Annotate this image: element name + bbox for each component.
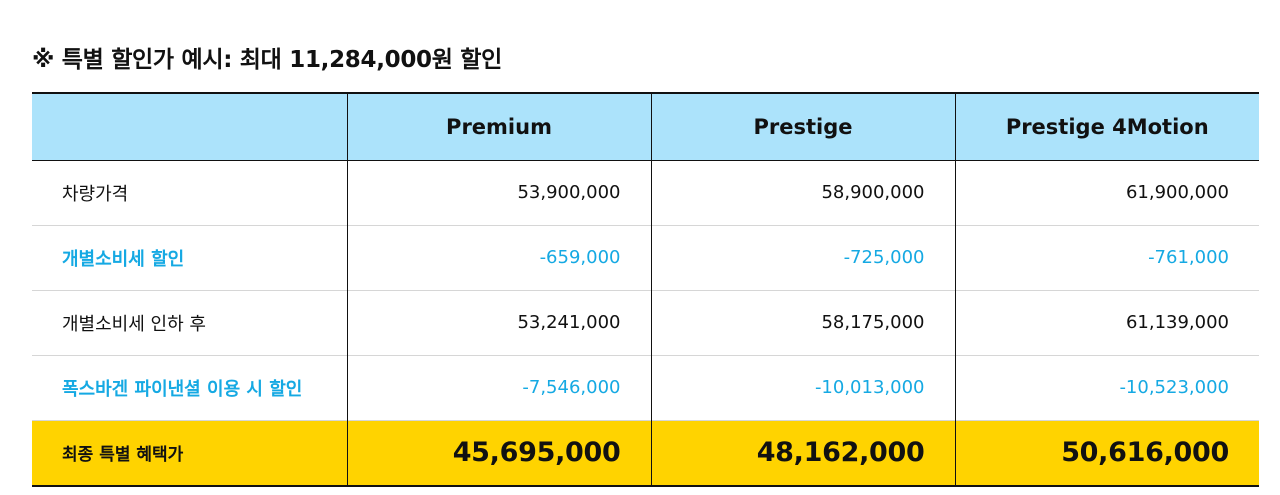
cell-prestige: 58,175,000 bbox=[650, 290, 955, 355]
cell-prestige: 48,162,000 bbox=[650, 420, 955, 486]
cell-prestige-4motion: -10,523,000 bbox=[954, 355, 1259, 420]
page-title: ※ 특별 할인가 예시: 최대 11,284,000원 할인 bbox=[32, 47, 503, 73]
table-header-row: Premium Prestige Prestige 4Motion bbox=[32, 93, 1259, 160]
row-label: 폭스바겐 파이낸셜 이용 시 할인 bbox=[62, 378, 303, 400]
cell-premium: -7,546,000 bbox=[346, 355, 651, 420]
cell-prestige: -725,000 bbox=[650, 225, 955, 290]
cell-prestige-4motion: 50,616,000 bbox=[954, 420, 1259, 486]
table-row-final-price: 최종 특별 혜택가 45,695,000 48,162,000 50,616,0… bbox=[32, 420, 1259, 486]
cell-premium: 45,695,000 bbox=[346, 420, 651, 486]
row-label: 최종 특별 혜택가 bbox=[62, 445, 184, 466]
cell-prestige: 58,900,000 bbox=[650, 160, 955, 225]
header-cell-prestige-4motion: Prestige 4Motion bbox=[954, 93, 1259, 160]
table-row-financial-discount: 폭스바겐 파이낸셜 이용 시 할인 -7,546,000 -10,013,000… bbox=[32, 355, 1259, 420]
row-label: 차량가격 bbox=[62, 183, 129, 205]
cell-premium: 53,900,000 bbox=[346, 160, 651, 225]
table-row-after-excise-cut: 개별소비세 인하 후 53,241,000 58,175,000 61,139,… bbox=[32, 290, 1259, 355]
row-label: 개별소비세 할인 bbox=[62, 248, 185, 270]
cell-prestige: -10,013,000 bbox=[650, 355, 955, 420]
cell-prestige-4motion: 61,900,000 bbox=[954, 160, 1259, 225]
cell-premium: -659,000 bbox=[346, 225, 651, 290]
header-cell-prestige: Prestige bbox=[650, 93, 955, 160]
cell-prestige-4motion: 61,139,000 bbox=[954, 290, 1259, 355]
header-cell-empty bbox=[32, 93, 347, 160]
cell-prestige-4motion: -761,000 bbox=[954, 225, 1259, 290]
header-cell-premium: Premium bbox=[346, 93, 651, 160]
price-comparison-table: Premium Prestige Prestige 4Motion 차량가격 5… bbox=[32, 92, 1259, 487]
table-row-vehicle-price: 차량가격 53,900,000 58,900,000 61,900,000 bbox=[32, 160, 1259, 225]
cell-premium: 53,241,000 bbox=[346, 290, 651, 355]
row-label: 개별소비세 인하 후 bbox=[62, 313, 206, 335]
table-row-excise-discount: 개별소비세 할인 -659,000 -725,000 -761,000 bbox=[32, 225, 1259, 290]
